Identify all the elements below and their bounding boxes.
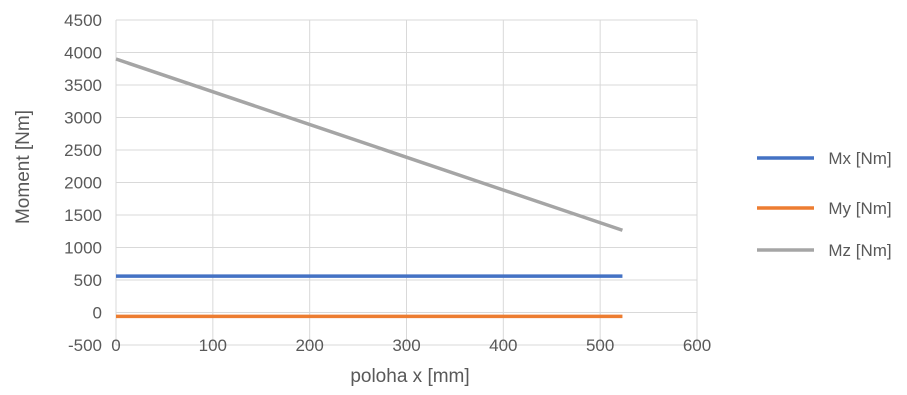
- y-tick-label: -500: [68, 336, 102, 355]
- y-tick-label: 4500: [64, 11, 102, 30]
- y-tick-label: 4000: [64, 44, 102, 63]
- y-tick-label: 2500: [64, 141, 102, 160]
- y-tick-label: 3500: [64, 76, 102, 95]
- y-tick-label: 0: [93, 304, 102, 323]
- legend-label-mx: Mx [Nm]: [828, 149, 891, 168]
- x-axis-label: poloha x [mm]: [350, 366, 469, 387]
- y-tick-label: 2000: [64, 174, 102, 193]
- x-axis-ticks: 0 100 200 300 400 500 600: [111, 336, 711, 355]
- x-tick-label: 200: [295, 336, 323, 355]
- x-tick-label: 100: [199, 336, 227, 355]
- grid: [115, 19, 698, 346]
- y-tick-label: 1500: [64, 206, 102, 225]
- legend: Mx [Nm] My [Nm] Mz [Nm]: [757, 149, 892, 260]
- series-lines: [115, 57, 623, 319]
- legend-label-my: My [Nm]: [828, 199, 891, 218]
- x-tick-label: 500: [586, 336, 614, 355]
- x-tick-label: 400: [489, 336, 517, 355]
- x-tick-label: 300: [392, 336, 420, 355]
- y-tick-label: 500: [74, 271, 102, 290]
- legend-label-mz: Mz [Nm]: [828, 241, 891, 260]
- y-axis-label: Moment [Nm]: [13, 110, 34, 224]
- x-tick-label: 0: [111, 336, 120, 355]
- series-line-mz: [115, 57, 623, 232]
- x-tick-label: 600: [683, 336, 711, 355]
- y-axis-ticks: -500 0 500 1000 1500 2000 2500 3000 3500 4000 4500: [64, 11, 102, 355]
- y-tick-label: 3000: [64, 109, 102, 128]
- y-tick-label: 1000: [64, 239, 102, 258]
